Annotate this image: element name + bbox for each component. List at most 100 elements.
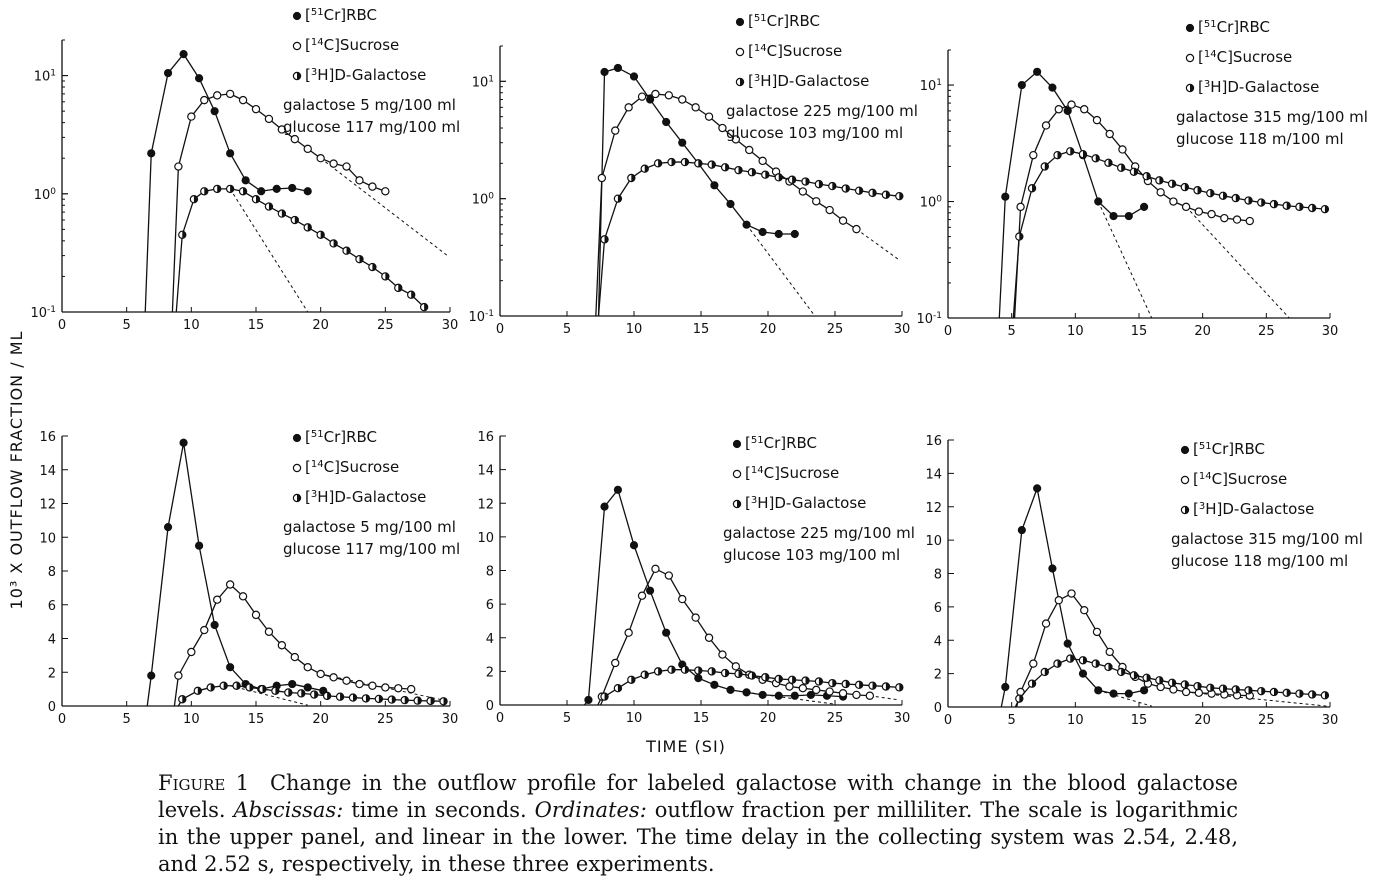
x-tick-label: 20 [760,711,777,726]
data-point [1053,150,1062,160]
data-point [178,230,187,239]
x-tick-label: 30 [442,712,459,727]
data-point [653,159,663,168]
data-point [1218,684,1228,693]
data-point [1231,193,1240,203]
data-point [1139,686,1149,695]
data-point [1244,196,1253,205]
data-point [868,681,877,690]
data-point [787,675,797,684]
chart-panel-2: 0 5 10 15 20 25 30 10-1 100 101 [51Cr]RBC [14C]Sucr… [468,12,917,337]
legend-marker-rbc [735,17,745,27]
data-point [348,693,358,702]
legend-label-rbc: [51Cr]RBC [748,12,820,30]
series-filled [1000,484,1149,708]
data-point [613,485,623,494]
data-point [801,676,810,685]
data-point [210,620,219,630]
data-point [264,202,274,211]
data-point [1193,681,1202,691]
data-point [1269,687,1279,697]
data-point [200,95,209,105]
series-half [1012,147,1330,319]
y-tick-label: 4 [486,632,494,647]
data-point [342,162,351,171]
legend-label-galactose: [3H]D-Galactose [745,494,866,512]
condition-text: glucose 103 mg/100 ml [726,124,903,142]
data-point [1244,686,1253,695]
data-point [241,176,250,185]
data-point [742,688,751,697]
data-point [1180,182,1190,192]
data-point [600,67,609,77]
data-point [828,181,837,191]
data-point [1129,671,1139,680]
series-half [599,665,904,706]
y-tick-label: 12 [925,501,942,516]
data-point [806,690,815,700]
y-tick-label: 16 [477,430,494,445]
x-tick-label: 5 [563,711,571,726]
series-open [173,580,416,707]
data-point [200,187,209,196]
data-point [1104,158,1113,168]
series-open [1015,589,1254,708]
data-point [653,667,663,676]
legend-label-rbc: [51Cr]RBC [1193,440,1265,458]
data-point [758,227,767,237]
chart-panel-4: 0 5 10 15 20 25 30 0 2 4 6 8 10 12 14 16 [51Cr]RBC [14C]S… [39,428,460,727]
y-tick-label: 100 [472,192,495,208]
data-point [310,690,319,699]
data-point [1232,215,1242,224]
data-point [785,682,794,691]
data-point [758,156,767,166]
y-tick-label: 10-1 [30,305,56,321]
data-point [1231,685,1240,694]
data-point [225,184,235,194]
extrapolation-line [869,695,900,701]
legend-marker-sucrose [732,469,742,479]
series-open [595,89,861,317]
data-point [212,595,222,604]
data-point [597,173,607,183]
data-point [1067,100,1076,109]
data-point [1295,202,1304,212]
data-point [718,650,727,659]
condition-text: galactose 225 mg/100 ml [726,102,918,120]
data-point [179,49,188,59]
data-point [731,135,741,144]
legend-marker-galactose [292,493,302,503]
data-point [662,117,671,127]
x-tick-label: 15 [248,712,265,727]
data-point [251,610,261,620]
data-point [290,215,299,225]
data-point [881,190,891,199]
data-point [251,195,261,204]
data-point [651,564,660,574]
data-point [193,686,202,696]
data-point [1269,199,1279,209]
data-point [1109,211,1118,221]
data-point [812,685,821,695]
data-point [1282,201,1291,210]
data-point [1053,659,1062,668]
legend-label-rbc: [51Cr]RBC [745,434,817,452]
data-point [303,187,312,196]
data-point [814,179,824,189]
data-point [297,689,306,698]
data-point [624,103,633,112]
y-tick-label: 8 [486,565,494,580]
data-point [368,681,377,690]
legend-label-galactose: [3H]D-Galactose [1193,500,1314,518]
panels: 0 5 10 15 20 25 3010-1100101[51Cr]RBC[14C]Sucr… [30,6,1367,728]
data-point [1092,627,1102,637]
legend-label-sucrose: [14C]Sucrose [305,458,399,476]
data-point [624,628,633,637]
series-line [597,161,900,317]
data-point [1295,689,1304,698]
x-tick-label: 0 [944,713,952,728]
y-tick-label: 2 [48,666,56,681]
data-point [212,184,222,194]
data-point [774,674,783,684]
y-tick-label: 100 [920,195,943,211]
